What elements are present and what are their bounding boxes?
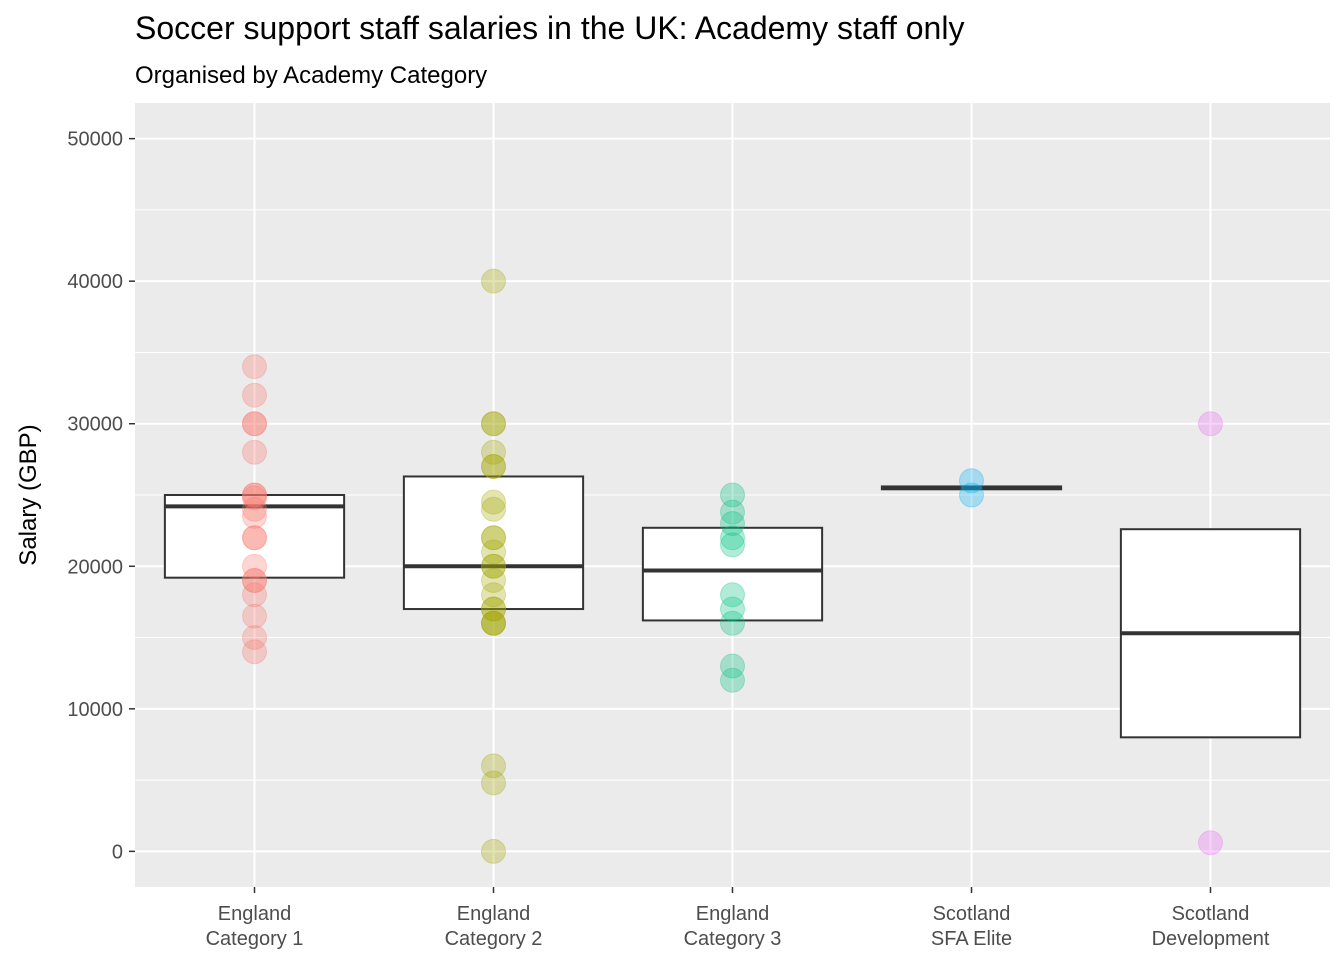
- data-point: [720, 532, 745, 558]
- data-point: [242, 553, 267, 579]
- x-tick-label: Category 3: [684, 928, 782, 950]
- data-point: [481, 610, 506, 636]
- data-point: [481, 838, 506, 864]
- x-tick-label: England: [457, 903, 530, 925]
- data-point: [242, 439, 267, 465]
- data-point: [481, 539, 506, 565]
- data-point: [481, 770, 506, 796]
- data-point: [242, 411, 267, 437]
- boxes: [163, 475, 1302, 739]
- x-tick-label: Scotland: [1172, 903, 1250, 925]
- data-point: [242, 503, 267, 529]
- x-axis: England Category 1 England Category 2 Englan…: [206, 887, 1270, 950]
- data-point: [959, 482, 984, 508]
- chart-title: Soccer support staff salaries in the UK:…: [135, 10, 965, 46]
- y-tick-label: 0: [112, 841, 123, 863]
- data-point: [720, 511, 745, 537]
- data-point: [1198, 411, 1223, 437]
- y-axis-title: Salary (GBP): [15, 424, 42, 565]
- x-tick-label: Category 2: [445, 928, 543, 950]
- data-point: [481, 489, 506, 515]
- data-point: [481, 610, 506, 636]
- data-point: [242, 382, 267, 408]
- x-tick-label: Scotland: [933, 903, 1011, 925]
- data-point: [720, 525, 745, 551]
- x-tick-label: Category 1: [206, 928, 304, 950]
- data-point: [1198, 830, 1223, 856]
- y-tick-label: 30000: [67, 414, 123, 436]
- x-tick-label: England: [696, 903, 769, 925]
- points: [242, 268, 1223, 864]
- data-point: [481, 411, 506, 437]
- data-point: [242, 525, 267, 551]
- x-tick-label: Development: [1152, 928, 1270, 950]
- data-point: [720, 653, 745, 679]
- data-point: [481, 525, 506, 551]
- y-tick-label: 10000: [67, 699, 123, 721]
- y-tick-label: 20000: [67, 556, 123, 578]
- data-point: [481, 411, 506, 437]
- data-point: [242, 411, 267, 437]
- data-point: [481, 453, 506, 479]
- data-point: [481, 568, 506, 594]
- data-point: [481, 753, 506, 779]
- data-point: [720, 482, 745, 508]
- box-2: [402, 475, 585, 611]
- data-point: [720, 596, 745, 622]
- data-point: [481, 439, 506, 465]
- data-point: [242, 496, 267, 522]
- data-point: [481, 610, 506, 636]
- data-point: [481, 453, 506, 479]
- data-point: [242, 625, 267, 651]
- data-point: [242, 482, 267, 508]
- data-point: [242, 568, 267, 594]
- y-tick-label: 50000: [67, 129, 123, 151]
- data-point: [720, 667, 745, 693]
- data-point: [481, 596, 506, 622]
- data-point: [481, 553, 506, 579]
- data-point: [242, 482, 267, 508]
- data-point: [481, 525, 506, 551]
- data-point: [242, 582, 267, 608]
- chart-subtitle: Organised by Academy Category: [135, 62, 488, 89]
- y-tick-label: 40000: [67, 271, 123, 293]
- data-point: [242, 603, 267, 629]
- data-point: [242, 485, 267, 511]
- data-point: [481, 596, 506, 622]
- data-point: [242, 525, 267, 551]
- box-1: [163, 494, 346, 579]
- data-point: [481, 582, 506, 608]
- data-point: [481, 268, 506, 294]
- data-point: [242, 639, 267, 665]
- x-tick-label: SFA Elite: [931, 928, 1012, 950]
- data-point: [242, 354, 267, 380]
- x-tick-label: England: [218, 903, 291, 925]
- data-point: [242, 568, 267, 594]
- data-point: [720, 499, 745, 525]
- data-point: [959, 468, 984, 494]
- y-axis: 0 10000 20000 30000 40000 50000: [67, 129, 135, 863]
- data-point: [481, 496, 506, 522]
- data-point: [720, 582, 745, 608]
- box-3: [641, 526, 824, 622]
- data-point: [481, 553, 506, 579]
- data-point: [720, 610, 745, 636]
